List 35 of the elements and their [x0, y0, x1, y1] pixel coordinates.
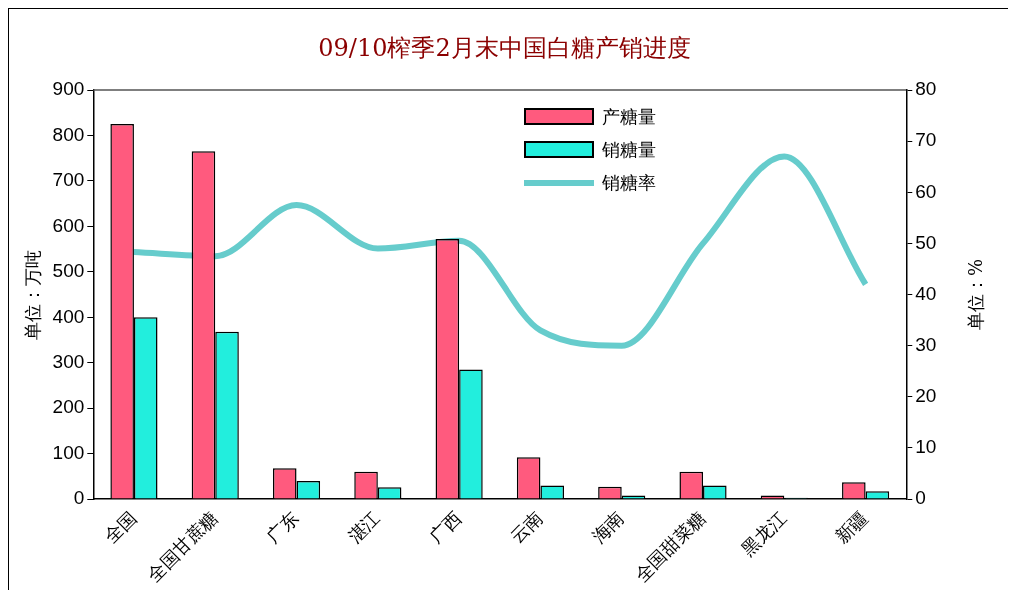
y-tick-label: 400 [52, 305, 85, 327]
legend-label: 产糖量 [602, 104, 657, 129]
y-tick-label: 500 [52, 260, 85, 282]
y2-tick-label: 10 [915, 436, 937, 458]
y-tick-label: 200 [52, 396, 85, 418]
y2-tick-label: 50 [915, 231, 937, 253]
y-tick-label: 700 [52, 169, 85, 191]
y2-tick-label: 40 [915, 282, 937, 304]
y-tick-label: 800 [52, 123, 85, 145]
x-tick-label: 湛江 [343, 507, 384, 548]
x-tick-label: 广西 [424, 507, 466, 548]
y2-tick-label: 20 [915, 385, 937, 407]
y2-tick-label: 60 [915, 180, 937, 202]
y-tick-label: 600 [52, 214, 85, 236]
y-axis-title: 单位：万吨 [22, 249, 44, 340]
x-tick-label: 广东 [262, 507, 303, 548]
chart-title: 09/10榨季2月末中国白糖产销进度 [317, 33, 692, 64]
x-tick-label: 全国 [99, 507, 141, 548]
y-tick-label: 100 [52, 441, 85, 463]
y2-tick-label: 0 [915, 487, 926, 509]
legend-label: 销糖量 [602, 137, 657, 162]
y-tick-label: 900 [52, 78, 85, 100]
y2-tick-label: 30 [915, 333, 937, 355]
y2-axis-title: 单位：% [964, 258, 986, 331]
x-tick-label: 全国甜菜糖 [630, 507, 710, 586]
y2-tick-label: 70 [915, 129, 937, 151]
legend-label: 销糖率 [602, 170, 657, 195]
x-tick-label: 新疆 [831, 507, 872, 548]
x-tick-label: 云南 [506, 507, 547, 548]
y2-tick-label: 80 [915, 78, 937, 100]
y-tick-label: 0 [73, 487, 85, 509]
x-tick-label: 黑龙江 [737, 507, 791, 561]
x-tick-label: 海南 [587, 507, 628, 548]
x-tick-label: 全国甘蔗糖 [142, 507, 222, 586]
y-tick-label: 300 [52, 350, 85, 372]
